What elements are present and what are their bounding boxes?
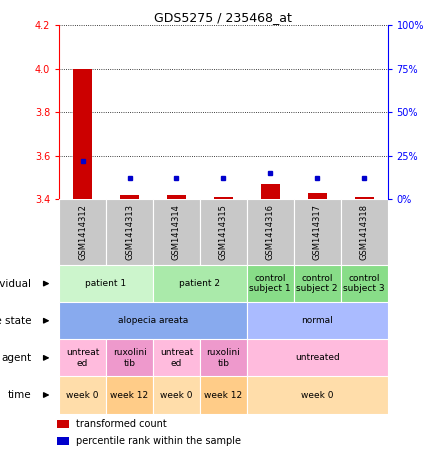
Text: week 12: week 12 — [204, 390, 243, 400]
Text: week 0: week 0 — [160, 390, 193, 400]
Bar — [200, 199, 247, 265]
Text: untreat
ed: untreat ed — [160, 348, 193, 367]
Bar — [59, 265, 153, 302]
Bar — [120, 195, 139, 199]
Text: disease state: disease state — [0, 316, 32, 326]
Text: untreated: untreated — [295, 353, 339, 362]
Text: control
subject 2: control subject 2 — [297, 274, 338, 293]
Bar — [200, 376, 247, 414]
Bar — [106, 199, 153, 265]
Text: ruxolini
tib: ruxolini tib — [113, 348, 146, 367]
Text: GSM1414315: GSM1414315 — [219, 204, 228, 260]
Bar — [214, 197, 233, 199]
Bar — [247, 376, 388, 414]
Text: control
subject 3: control subject 3 — [343, 274, 385, 293]
Bar — [261, 184, 280, 199]
Bar — [57, 420, 69, 429]
Text: week 0: week 0 — [66, 390, 99, 400]
Text: untreat
ed: untreat ed — [66, 348, 99, 367]
Text: percentile rank within the sample: percentile rank within the sample — [76, 436, 240, 446]
Text: GSM1414317: GSM1414317 — [313, 204, 322, 260]
Bar — [247, 265, 294, 302]
Text: GSM1414313: GSM1414313 — [125, 204, 134, 260]
Bar — [247, 199, 294, 265]
Bar — [200, 339, 247, 376]
Bar — [247, 339, 388, 376]
Text: ruxolini
tib: ruxolini tib — [206, 348, 240, 367]
Bar — [73, 68, 92, 199]
Bar — [59, 376, 106, 414]
Bar — [59, 199, 106, 265]
Bar — [153, 376, 200, 414]
Text: GSM1414316: GSM1414316 — [266, 204, 275, 260]
Text: time: time — [8, 390, 32, 400]
Text: normal: normal — [301, 316, 333, 325]
Bar — [153, 265, 247, 302]
Bar — [106, 339, 153, 376]
Bar — [153, 339, 200, 376]
Text: GSM1414312: GSM1414312 — [78, 204, 87, 260]
Bar — [59, 339, 106, 376]
Text: patient 1: patient 1 — [85, 279, 127, 288]
Title: GDS5275 / 235468_at: GDS5275 / 235468_at — [155, 11, 292, 24]
Text: agent: agent — [1, 353, 32, 363]
Bar — [57, 437, 69, 445]
Text: GSM1414314: GSM1414314 — [172, 204, 181, 260]
Text: week 12: week 12 — [110, 390, 148, 400]
Text: patient 2: patient 2 — [180, 279, 220, 288]
Bar — [153, 199, 200, 265]
Bar — [167, 195, 186, 199]
Bar — [294, 265, 341, 302]
Bar — [308, 193, 327, 199]
Bar — [247, 302, 388, 339]
Text: transformed count: transformed count — [76, 419, 166, 429]
Bar — [294, 199, 341, 265]
Bar — [59, 302, 247, 339]
Text: control
subject 1: control subject 1 — [250, 274, 291, 293]
Text: alopecia areata: alopecia areata — [118, 316, 188, 325]
Bar — [355, 197, 374, 199]
Bar — [106, 376, 153, 414]
Text: GSM1414318: GSM1414318 — [360, 204, 369, 260]
Bar — [341, 265, 388, 302]
Bar — [341, 199, 388, 265]
Text: week 0: week 0 — [301, 390, 333, 400]
Text: individual: individual — [0, 279, 32, 289]
